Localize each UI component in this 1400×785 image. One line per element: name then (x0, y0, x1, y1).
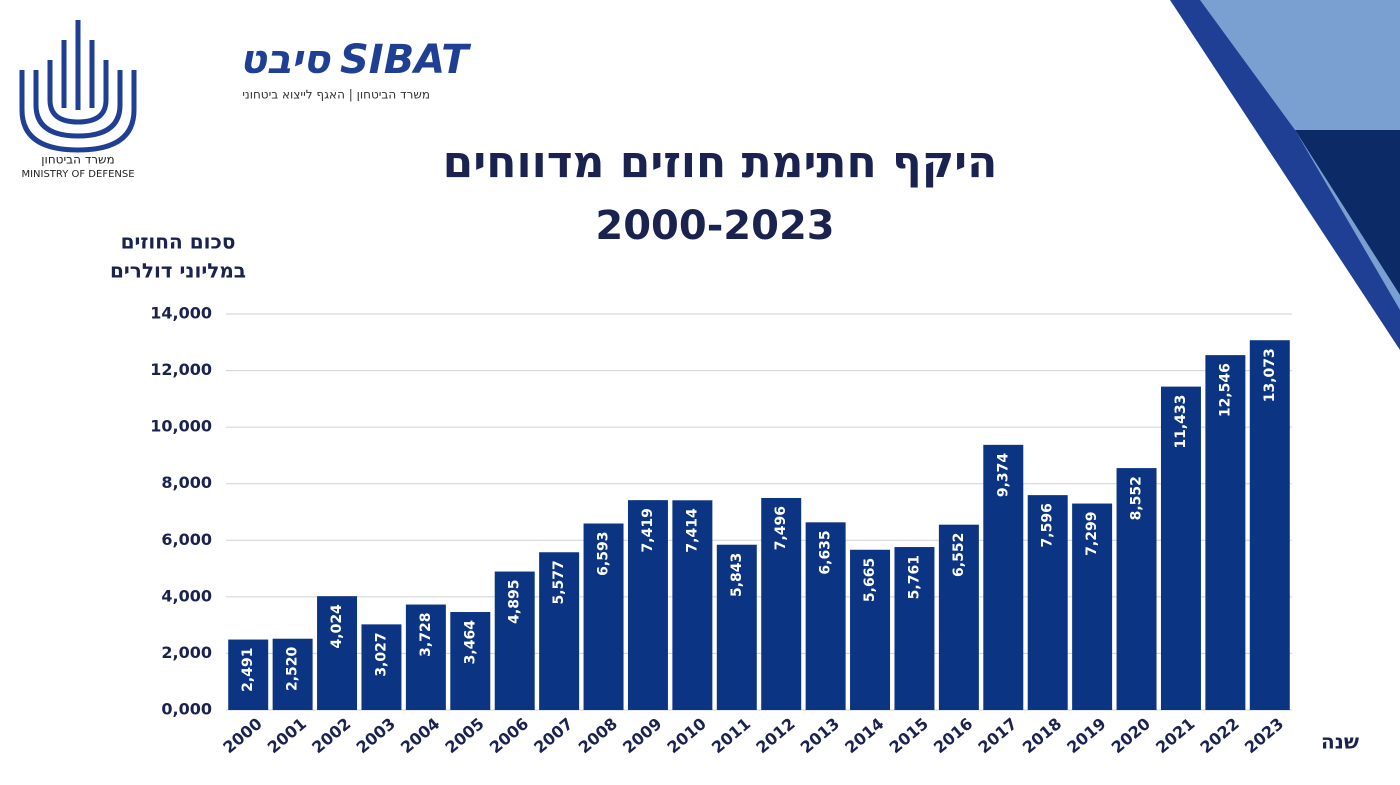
bar (228, 639, 269, 710)
value-label: 8,552 (1129, 476, 1145, 520)
x-tick-label: 2010 (664, 714, 710, 757)
value-label: 3,027 (373, 632, 389, 676)
bar (405, 604, 446, 710)
value-label: 4,895 (507, 580, 523, 624)
x-tick-label: 2003 (353, 714, 399, 757)
y-tick-label: 14,000 (150, 304, 212, 323)
x-axis-label: שנה (1321, 730, 1359, 754)
bar (716, 544, 757, 710)
x-tick-label: 2006 (486, 714, 532, 757)
value-label: 4,024 (329, 604, 345, 649)
bar (539, 552, 580, 710)
y-tick-label: 0,000 (161, 700, 212, 719)
y-axis-label: סכום החוזים (121, 230, 236, 254)
x-tick-label: 2008 (575, 714, 621, 757)
x-tick-label: 2002 (308, 714, 354, 757)
value-label: 5,843 (729, 553, 745, 597)
value-label: 6,635 (818, 530, 834, 574)
bar (805, 522, 846, 710)
bar (272, 638, 313, 710)
bar (761, 497, 802, 710)
value-label: 7,419 (640, 508, 656, 552)
bar (361, 624, 402, 710)
value-label: 7,299 (1084, 512, 1100, 556)
value-label: 2,491 (240, 648, 256, 692)
x-tick-label: 2004 (397, 714, 443, 757)
value-label: 2,520 (285, 646, 301, 691)
value-label: 12,546 (1217, 363, 1233, 417)
x-tick-label: 2022 (1197, 714, 1243, 757)
value-label: 5,761 (906, 555, 922, 599)
value-label: 6,552 (951, 533, 967, 577)
y-tick-label: 2,000 (161, 643, 212, 662)
x-tick-label: 2007 (530, 714, 576, 757)
value-label: 5,577 (551, 560, 567, 604)
y-tick-label: 10,000 (150, 417, 212, 436)
chart-title: היקף חתימת חוזים מדווחים (443, 137, 998, 188)
value-label: 3,728 (418, 613, 434, 657)
x-tick-label: 2023 (1241, 714, 1287, 757)
sibat-he: סיבט (239, 37, 331, 83)
bar (627, 500, 668, 710)
bar (672, 500, 713, 710)
y-tick-label: 6,000 (161, 530, 212, 549)
mod-emblem (19, 20, 137, 153)
bar (983, 444, 1024, 710)
bar (317, 596, 358, 710)
x-tick-label: 2001 (264, 714, 310, 757)
sibat-en: SIBAT (340, 37, 471, 83)
value-label: 7,496 (773, 506, 789, 550)
bar (1205, 355, 1246, 710)
ministry-en: MINISTRY OF DEFENSE (21, 169, 134, 180)
corner-decoration (1200, 0, 1400, 310)
x-tick-label: 2018 (1019, 714, 1065, 757)
x-tick-label: 2016 (930, 714, 976, 757)
value-label: 11,433 (1173, 395, 1189, 449)
x-tick-label: 2020 (1108, 714, 1154, 757)
value-label: 9,374 (995, 453, 1011, 498)
bar (1160, 386, 1201, 710)
value-label: 7,414 (684, 508, 700, 553)
x-tick-label: 2005 (441, 714, 487, 757)
value-label: 6,593 (596, 532, 612, 576)
x-tick-label: 2017 (974, 714, 1020, 757)
bar (583, 523, 624, 710)
bar (938, 524, 979, 710)
chart-subtitle: 2000-2023 (595, 203, 834, 249)
bar (1116, 468, 1157, 710)
y-tick-label: 8,000 (161, 473, 212, 492)
x-tick-label: 2013 (797, 714, 843, 757)
bar (1249, 340, 1290, 710)
bar (850, 549, 891, 710)
ministry-he: משרד הביטחון (41, 153, 114, 167)
x-tick-label: 2015 (886, 714, 932, 757)
y-axis-label: במליוני דולרים (110, 259, 246, 283)
value-label: 13,073 (1262, 348, 1278, 402)
value-label: 3,464 (462, 620, 478, 665)
y-tick-label: 12,000 (150, 360, 212, 379)
bar (1027, 495, 1068, 710)
sibat-subtitle: משרד הביטחון | האגף לייצוא ביטחוני (242, 88, 430, 102)
corner-decoration (1295, 130, 1400, 295)
value-label: 7,596 (1040, 503, 1056, 547)
x-tick-label: 2011 (708, 714, 754, 757)
x-tick-label: 2000 (219, 714, 265, 757)
x-tick-label: 2019 (1063, 714, 1109, 757)
x-tick-label: 2014 (841, 714, 887, 757)
bar (494, 571, 535, 710)
bar (450, 612, 491, 710)
value-label: 5,665 (862, 558, 878, 602)
x-tick-label: 2012 (752, 714, 798, 757)
bar (894, 547, 935, 710)
bar (1072, 503, 1113, 710)
x-tick-label: 2009 (619, 714, 665, 757)
x-tick-label: 2021 (1152, 714, 1198, 757)
y-tick-label: 4,000 (161, 586, 212, 605)
